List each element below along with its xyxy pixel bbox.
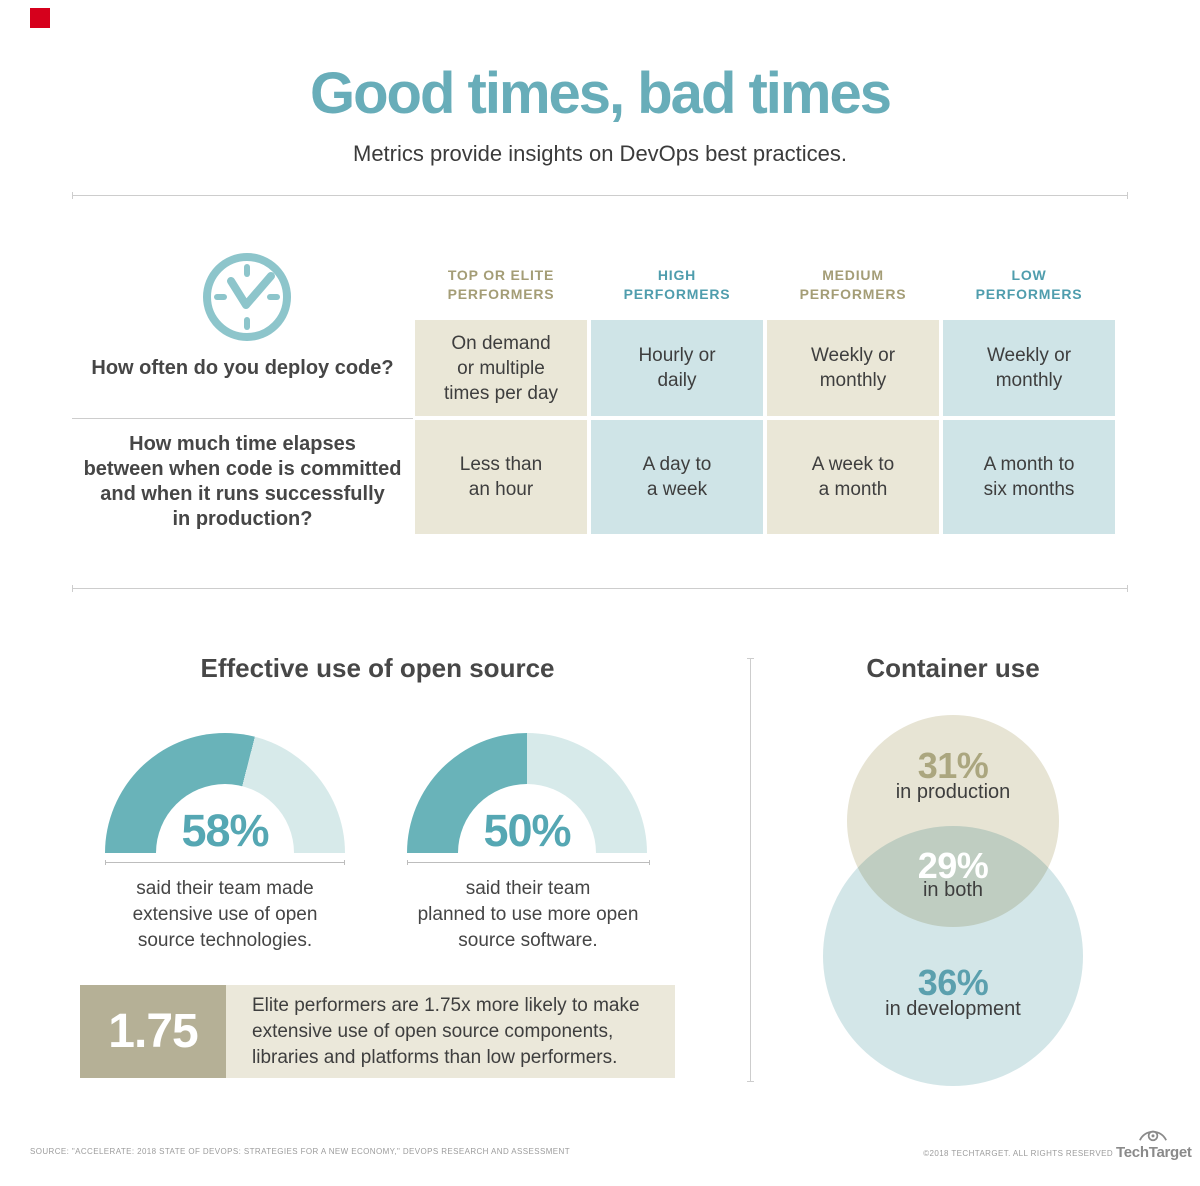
multiplier-text: Elite performers are 1.75x more likely t… [226,985,675,1078]
venn-development-circle [823,826,1083,1086]
column-header-high: HIGH PERFORMERS [623,267,731,302]
gauge-caption: said their team planned to use more open… [417,878,639,951]
multiplier-value: 1.75 [80,985,226,1078]
techtarget-eye-icon [1139,1130,1167,1142]
venn-production-label: in production [895,781,1011,803]
venn-production-value: 31% [917,745,989,786]
gauge-value: 50% [483,805,571,853]
container-use-heading: Container use [866,653,1040,683]
multiplier-callout: 1.75 Elite performers are 1.75x more lik… [80,985,675,1078]
clock-icon [203,253,291,341]
table-cell-deploy-top-elite: On demand or multiple times per day [415,320,587,416]
top-divider [72,192,1128,199]
page-subtitle: Metrics provide insights on DevOps best … [353,141,847,166]
table-cell-leadtime-low: A month to six months [943,420,1115,534]
copyright-notice: ©2018 TECHTARGET. ALL RIGHTS RESERVED [923,1149,1113,1158]
gauge-value: 58% [181,805,269,853]
table-cell-deploy-medium: Weekly or monthly [767,320,939,416]
table-cell-leadtime-top-elite: Less than an hour [415,420,587,534]
gauge-baseline [407,860,650,865]
venn-both-label: in both [922,879,984,901]
question-divider [72,418,413,419]
table-cell-deploy-low: Weekly or monthly [943,320,1115,416]
gauge-caption: said their team made extensive use of op… [132,878,318,951]
table-cell-leadtime-high: A day to a week [591,420,763,534]
column-header-medium: MEDIUM PERFORMERS [799,267,907,302]
column-header-low: LOW PERFORMERS [975,267,1083,302]
techtarget-logo: TechTarget [1116,1144,1192,1161]
section-divider-vertical [747,658,754,1082]
venn-both-value: 29% [917,845,989,886]
gauge-chart-50: 50% [407,733,647,853]
gauge-chart-58: 58% [105,733,345,853]
source-attribution: SOURCE: "ACCELERATE: 2018 STATE OF DEVOP… [30,1147,570,1156]
open-source-heading: Effective use of open source [200,653,555,683]
deploy-frequency-question: How often do you deploy code? [91,357,394,379]
venn-development-value: 36% [917,962,989,1003]
table-cell-deploy-high: Hourly or daily [591,320,763,416]
lead-time-question: How much time elapses between when code … [83,433,402,530]
table-cell-leadtime-medium: A week to a month [767,420,939,534]
bottom-divider [72,585,1128,592]
column-header-top-elite: TOP OR ELITE PERFORMERS [447,267,555,302]
brand-red-square [30,8,50,28]
gauge-baseline [105,860,345,865]
venn-development-label: in development [885,998,1021,1020]
page-title: Good times, bad times [310,61,892,126]
